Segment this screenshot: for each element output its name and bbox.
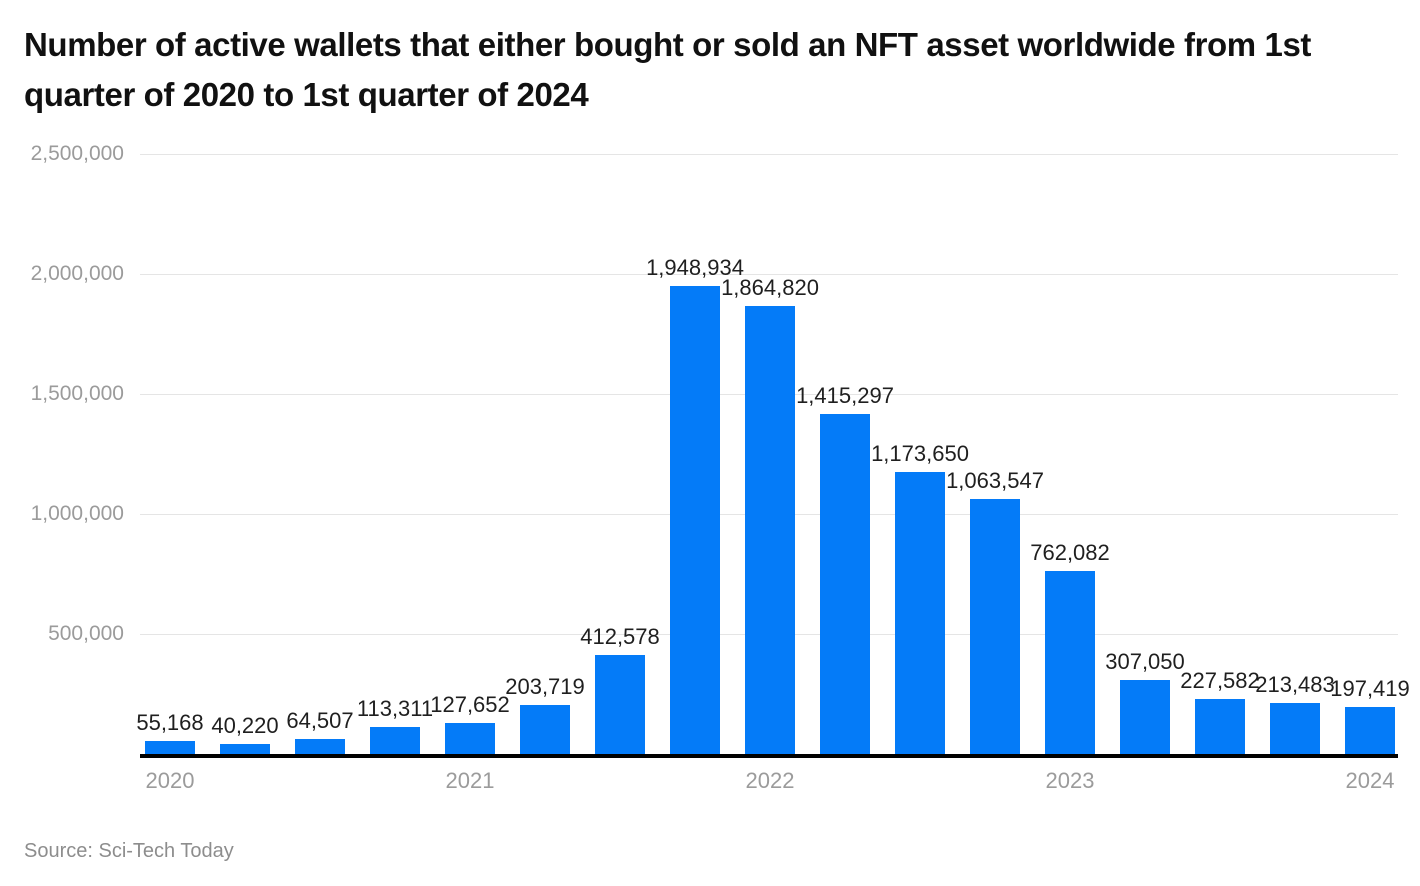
x-axis-line (140, 754, 1398, 758)
bar-value-label: 213,483 (1255, 671, 1335, 697)
y-axis-tick-label: 1,500,000 (30, 382, 124, 405)
x-axis-tick-label-2020: 2020 (145, 768, 195, 793)
bar-value-label: 197,419 (1330, 675, 1410, 701)
x-axis-tick-label-2023: 2023 (1045, 768, 1095, 793)
bar-q2-2023 (1120, 680, 1170, 754)
bar-q3-2023 (1195, 699, 1245, 754)
bar-value-label: 762,082 (1030, 540, 1110, 566)
gridline (140, 274, 1398, 275)
y-axis-tick-label: 2,000,000 (30, 262, 124, 285)
bar-value-label: 307,050 (1105, 649, 1185, 675)
bar-value-label: 412,578 (580, 623, 660, 649)
bar-q3-2022 (895, 472, 945, 754)
bar-value-label: 1,173,650 (871, 441, 969, 467)
bar-value-label: 1,948,934 (646, 255, 744, 281)
bar-q2-2022 (820, 414, 870, 754)
bar-q1-2020 (145, 740, 195, 754)
bar-q4-2022 (970, 498, 1020, 754)
bar-value-label: 1,063,547 (946, 467, 1044, 493)
bar-q2-2021 (520, 705, 570, 754)
x-axis-tick-label-2022: 2022 (745, 768, 795, 793)
y-axis-tick-label: 1,000,000 (30, 502, 124, 525)
y-axis-tick-label: 500,000 (48, 622, 124, 645)
source-text: Source: Sci-Tech Today (24, 840, 234, 862)
y-axis-tick-label: 2,500,000 (30, 142, 124, 165)
bar-value-label: 1,415,297 (796, 383, 894, 409)
bar-q1-2022 (745, 306, 795, 754)
bar-q1-2024 (1345, 706, 1395, 754)
bar-q4-2020 (370, 726, 420, 754)
bar-q2-2020 (220, 744, 270, 754)
plot-area: 500,000 1,000,000 1,500,000 2,000,000 2,500,… (31, 142, 1410, 793)
bar-value-label: 55,168 (136, 709, 204, 735)
chart-title: Number of active wallets that either bou… (24, 26, 1312, 113)
bar-q4-2021 (670, 286, 720, 754)
x-axis-tick-label-2021: 2021 (445, 768, 495, 793)
bar-q4-2023 (1270, 702, 1320, 754)
bar-q3-2021 (595, 654, 645, 754)
bar-q1-2023 (1045, 571, 1095, 754)
x-axis-tick-label-2024: 2024 (1345, 768, 1395, 793)
bar-value-label: 64,507 (286, 707, 354, 733)
bar-value-label: 227,582 (1180, 668, 1260, 694)
bar-q3-2020 (295, 738, 345, 754)
gridline (140, 154, 1398, 155)
bar-value-label: 203,719 (505, 674, 585, 700)
bar-value-label: 127,652 (430, 692, 510, 718)
bar-q1-2021 (445, 723, 495, 754)
bar-value-label: 113,311 (356, 695, 434, 721)
bar-value-label: 1,864,820 (721, 275, 819, 301)
bar-value-label: 40,220 (211, 713, 279, 739)
